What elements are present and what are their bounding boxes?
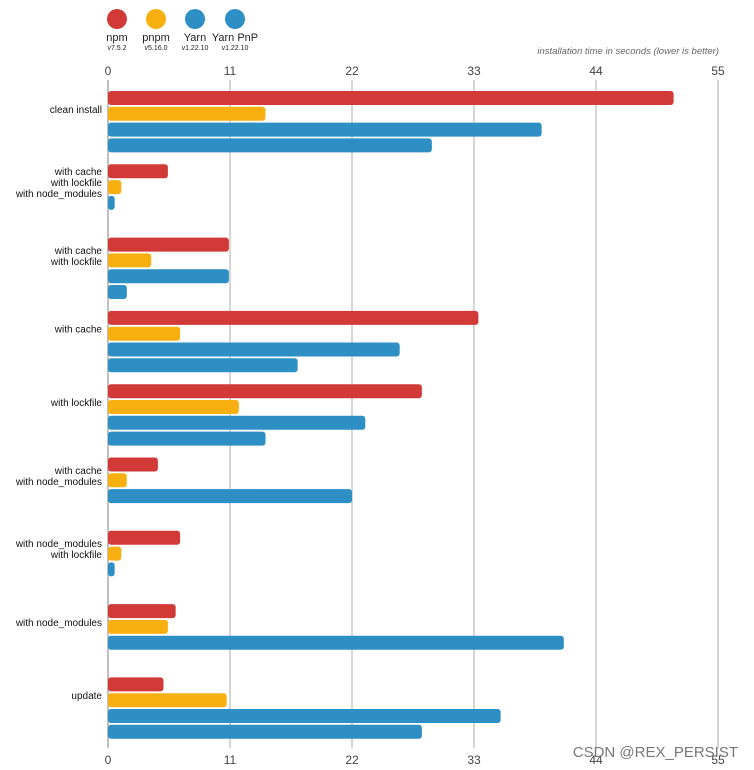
legend-version-1: v5.16.0	[145, 45, 168, 52]
bar-pnpm-1	[108, 180, 122, 195]
bar-pnpm-0	[108, 106, 266, 121]
x-tick-bottom-0: 0	[105, 753, 112, 767]
x-tick-bottom-44: 44	[589, 753, 603, 767]
x-tick-top-0: 0	[105, 64, 112, 78]
category-label-2-0: with cache	[54, 246, 103, 257]
category-label-1-2: with node_modules	[15, 189, 102, 200]
bar-pnpm-5	[108, 473, 127, 488]
x-tick-top-33: 33	[467, 64, 481, 78]
x-tick-bottom-55: 55	[711, 753, 725, 767]
bar-yarn-0	[108, 122, 542, 137]
x-axis-top: 0 11 22 33 44 55	[105, 64, 725, 78]
bar-npm-8	[108, 677, 164, 692]
category-label-0-0: clean install	[50, 105, 102, 116]
legend-marker-1	[146, 9, 166, 29]
bar-yarn-8	[108, 709, 501, 723]
category-label-1-1: with lockfile	[50, 178, 103, 189]
gridlines	[107, 80, 719, 748]
x-tick-top-11: 11	[224, 64, 237, 78]
legend-marker-0	[107, 9, 127, 29]
category-label-8-0: update	[71, 691, 102, 702]
bar-pnpm-4	[108, 400, 239, 414]
x-tick-bottom-22: 22	[345, 753, 359, 767]
watermark: CSDN @REX_PERSIST	[573, 744, 738, 761]
bar-yarn-2	[108, 269, 229, 284]
bar-pnpm-2	[108, 253, 152, 268]
legend-marker-2	[185, 9, 205, 29]
bar-yarn-pnp-0	[108, 138, 432, 153]
category-label-4-0: with lockfile	[50, 398, 103, 409]
x-tick-bottom-33: 33	[467, 753, 481, 767]
category-label-2-1: with lockfile	[50, 257, 103, 268]
x-tick-bottom-11: 11	[224, 753, 237, 767]
x-tick-top-22: 22	[345, 64, 359, 78]
bar-yarn-4	[108, 415, 366, 430]
x-axis-label: installation time in seconds (lower is b…	[537, 46, 719, 57]
bar-yarn-pnp-8	[108, 724, 422, 739]
category-label-7-0: with node_modules	[15, 618, 102, 629]
bar-yarn-3	[108, 342, 400, 357]
bar-npm-1	[108, 164, 168, 179]
bar-pnpm-7	[108, 619, 168, 634]
legend-version-2: v1.22.10	[182, 45, 209, 52]
bar-pnpm-6	[108, 546, 122, 561]
x-tick-top-55: 55	[711, 64, 725, 78]
x-tick-top-44: 44	[589, 64, 603, 78]
category-label-5-1: with node_modules	[15, 477, 102, 488]
bar-yarn-pnp-2	[108, 285, 127, 299]
bar-yarn-5	[108, 489, 352, 504]
x-axis-bottom: 0 11 22 33 44 55	[105, 753, 725, 767]
legend-label-3: Yarn PnP	[212, 32, 258, 44]
category-label-6-0: with node_modules	[15, 539, 102, 550]
category-label-3-0: with cache	[54, 325, 103, 336]
bar-npm-2	[108, 237, 229, 252]
legend-marker-3	[225, 9, 245, 29]
legend-label-2: Yarn	[184, 32, 206, 44]
legend-label-0: npm	[106, 32, 127, 44]
bar-yarn-pnp-3	[108, 358, 298, 373]
bar-npm-0	[108, 91, 674, 105]
bar-yarn-1	[108, 195, 115, 210]
bars	[108, 91, 674, 739]
category-label-1-0: with cache	[54, 167, 103, 178]
bar-npm-6	[108, 530, 181, 545]
bar-npm-5	[108, 457, 158, 472]
legend-label-1: pnpm	[142, 32, 170, 44]
bar-yarn-6	[108, 562, 115, 577]
bar-pnpm-3	[108, 326, 181, 341]
bar-yarn-7	[108, 635, 564, 650]
bar-npm-4	[108, 384, 422, 399]
legend-version-3: v1.22.10	[222, 45, 249, 52]
bar-npm-7	[108, 604, 176, 619]
category-label-6-1: with lockfile	[50, 550, 103, 561]
bar-npm-3	[108, 310, 479, 325]
legend-version-0: v7.5.2	[107, 45, 126, 52]
bar-yarn-pnp-4	[108, 431, 266, 446]
category-label-5-0: with cache	[54, 466, 103, 477]
bar-pnpm-8	[108, 693, 227, 708]
